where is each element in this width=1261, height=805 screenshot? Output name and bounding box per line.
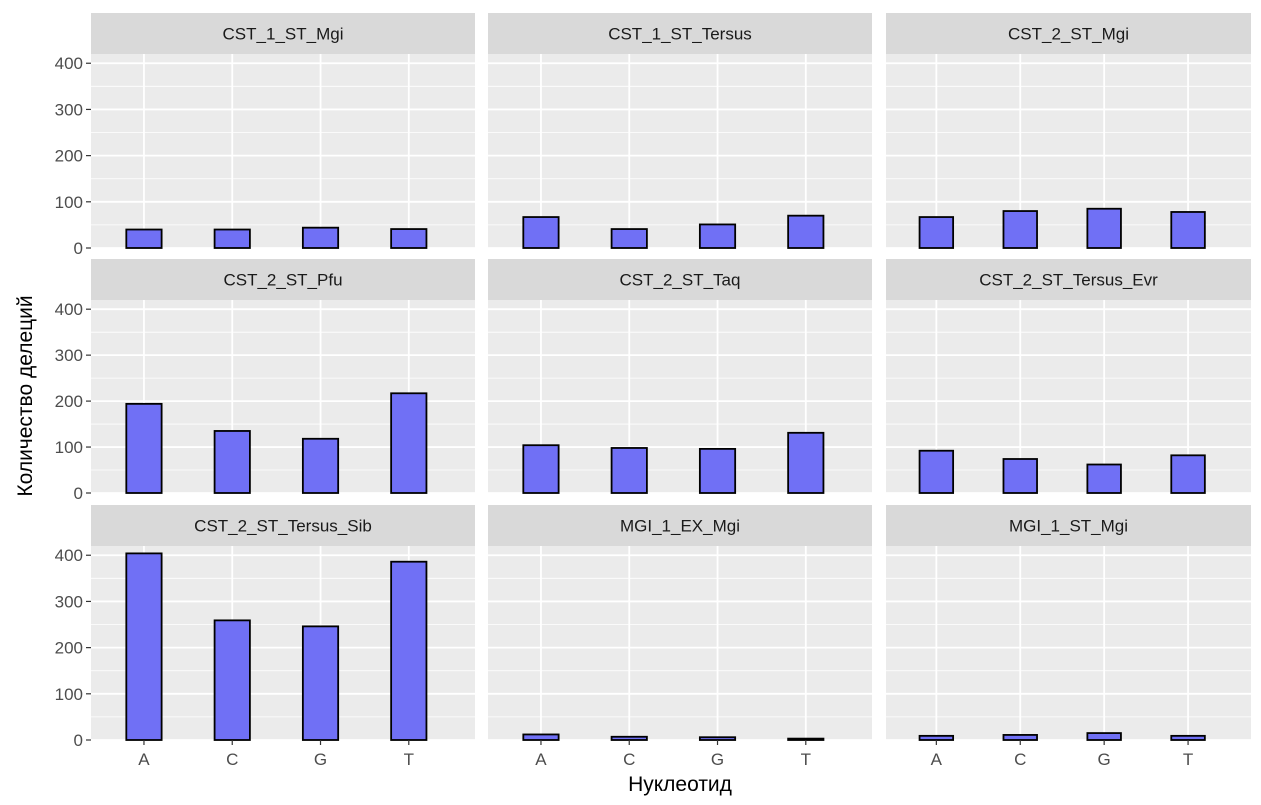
bar-T (390, 560, 428, 741)
bar-A (522, 733, 560, 741)
facet-panel: CST_1_ST_Tersus (488, 13, 872, 249)
y-tick-label: 400 (55, 54, 83, 73)
y-tick-label: 200 (55, 392, 83, 411)
x-tick-label: A (535, 750, 547, 769)
x-axis-title: Нуклеотид (628, 773, 732, 796)
bar-G (1086, 207, 1122, 249)
bar-A (522, 216, 560, 249)
bar-C (610, 447, 648, 494)
facet-strip-label: CST_1_ST_Tersus (608, 25, 752, 44)
bar-A (125, 402, 163, 494)
y-tick-label: 200 (55, 639, 83, 658)
bar-G (301, 625, 340, 741)
bar-A (918, 449, 955, 494)
x-tick-label: A (931, 750, 943, 769)
y-tick-label: 100 (55, 438, 83, 457)
bar-C (610, 735, 648, 741)
bar-G (301, 226, 340, 249)
bar-A (125, 552, 163, 741)
bar-A (522, 444, 560, 494)
bar-T (390, 228, 428, 249)
facet-strip-label: CST_2_ST_Taq (620, 271, 741, 290)
x-tick-label: A (138, 750, 150, 769)
bar-T (787, 214, 825, 249)
bar-G (698, 223, 737, 249)
x-tick-label: C (623, 750, 635, 769)
facet-panel: CST_2_ST_Tersus_Evr (886, 259, 1251, 494)
y-tick-label: 300 (55, 592, 83, 611)
y-tick-label: 400 (55, 546, 83, 565)
facet-panel: CST_2_ST_Tersus_Sib 0 100 200 300 400 A C G T (55, 505, 475, 769)
facet-strip-label: CST_1_ST_Mgi (223, 25, 344, 44)
facet-strip (91, 13, 475, 54)
facet-strip (886, 259, 1251, 300)
facet-panel: CST_2_ST_Pfu 0 100 200 300 400 (55, 259, 475, 503)
bar-G (698, 736, 737, 741)
bar-C (1002, 734, 1038, 741)
bar-T (390, 392, 428, 494)
panel-background (886, 546, 1251, 740)
x-tick-label: G (711, 750, 724, 769)
y-axis-title: Количество делеций (14, 295, 37, 496)
bar-G (698, 447, 737, 494)
bar-C (1002, 210, 1038, 249)
facet-strip (488, 505, 872, 546)
bar-G (1086, 732, 1122, 741)
facet-strip-label: CST_2_ST_Tersus_Sib (194, 517, 372, 536)
y-tick-label: 400 (55, 300, 83, 319)
x-tick-label: C (1014, 750, 1026, 769)
bar-A (125, 228, 163, 249)
facet-strip (488, 259, 872, 300)
facet-strip-label: MGI_1_ST_Mgi (1009, 517, 1128, 536)
facet-strip-label: CST_2_ST_Mgi (1008, 25, 1129, 44)
facet-strip-label: MGI_1_EX_Mgi (620, 517, 740, 536)
facet-panel: MGI_1_EX_Mgi A C G T (488, 505, 872, 769)
facet-strip (886, 505, 1251, 546)
x-tick-label: T (801, 750, 811, 769)
x-tick-label: C (226, 750, 238, 769)
y-tick-label: 0 (74, 484, 83, 503)
facet-strip-label: CST_2_ST_Tersus_Evr (979, 271, 1158, 290)
bar-C (213, 430, 251, 494)
bar-T (1170, 454, 1206, 494)
facet-panel: MGI_1_ST_Mgi A C G T (886, 505, 1251, 769)
x-tick-label: T (1183, 750, 1193, 769)
facet-strip (488, 13, 872, 54)
bar-A (918, 216, 955, 249)
bar-T (1170, 211, 1206, 249)
panel-background (488, 546, 872, 740)
bar-T (787, 737, 825, 741)
x-tick-label: T (404, 750, 414, 769)
bar-C (213, 619, 251, 741)
bar-T (1170, 734, 1206, 741)
bar-C (610, 228, 648, 249)
x-tick-label: G (1098, 750, 1111, 769)
facet-panel: CST_2_ST_Mgi (886, 13, 1251, 249)
facet-strip (886, 13, 1251, 54)
facet-strip (91, 259, 475, 300)
x-tick-label: G (314, 750, 327, 769)
bar-A (918, 734, 955, 741)
bar-C (213, 228, 251, 249)
y-tick-label: 300 (55, 346, 83, 365)
y-tick-label: 300 (55, 100, 83, 119)
y-tick-label: 100 (55, 685, 83, 704)
bar-G (301, 437, 340, 494)
facet-panel: CST_1_ST_Mgi 0 100 200 300 400 (55, 13, 475, 258)
bar-G (1086, 463, 1122, 494)
facet-panel: CST_2_ST_Taq (488, 259, 872, 494)
y-tick-label: 0 (74, 239, 83, 258)
y-tick-label: 0 (74, 731, 83, 750)
bar-T (787, 431, 825, 494)
facet-strip-label: CST_2_ST_Pfu (223, 271, 342, 290)
facet-strip (91, 505, 475, 546)
y-tick-label: 100 (55, 193, 83, 212)
y-tick-label: 200 (55, 147, 83, 166)
panel-background (91, 54, 475, 248)
bar-C (1002, 458, 1038, 494)
